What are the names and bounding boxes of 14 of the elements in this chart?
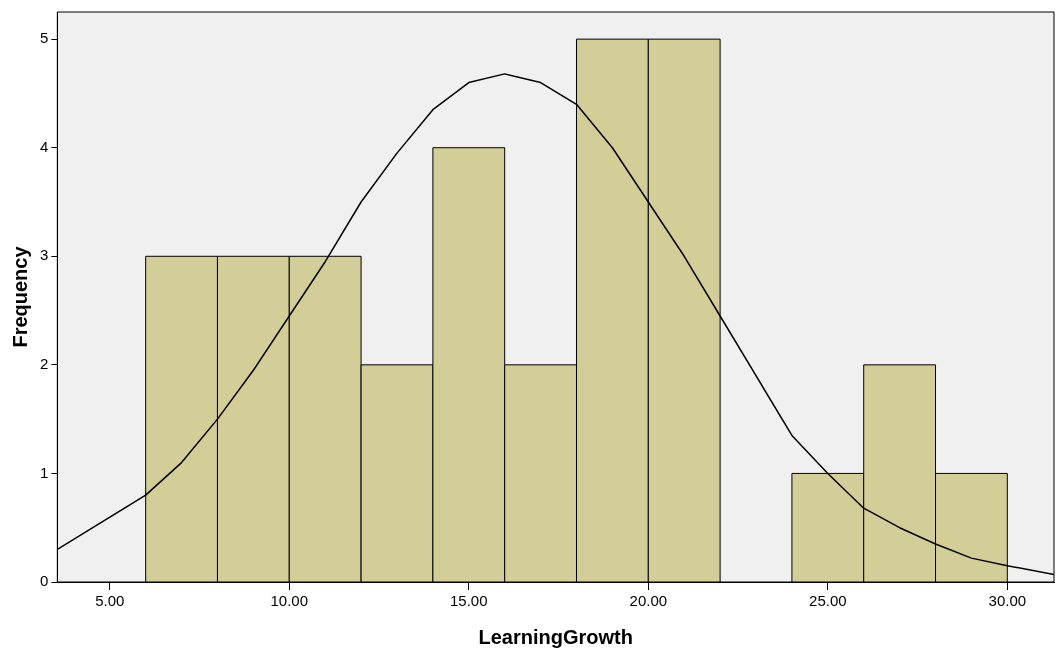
- x-tick-label: 25.00: [809, 592, 847, 610]
- y-tick-label: 5: [40, 29, 49, 47]
- x-tick-label: 30.00: [988, 592, 1027, 610]
- y-tick-label: 0: [40, 572, 49, 590]
- y-tick-label: 4: [40, 137, 49, 155]
- y-axis-title: Frequency: [8, 245, 31, 348]
- x-axis-title: LearningGrowth: [478, 625, 633, 648]
- x-tick-label: 10.00: [270, 592, 309, 610]
- x-tick-label: 20.00: [629, 592, 668, 610]
- y-tick-label: 1: [40, 463, 49, 481]
- x-tick-label: 15.00: [450, 592, 488, 610]
- y-tick-label: 3: [40, 246, 49, 264]
- y-tick-label: 2: [40, 355, 49, 372]
- x-tick-label: 5.00: [95, 592, 125, 610]
